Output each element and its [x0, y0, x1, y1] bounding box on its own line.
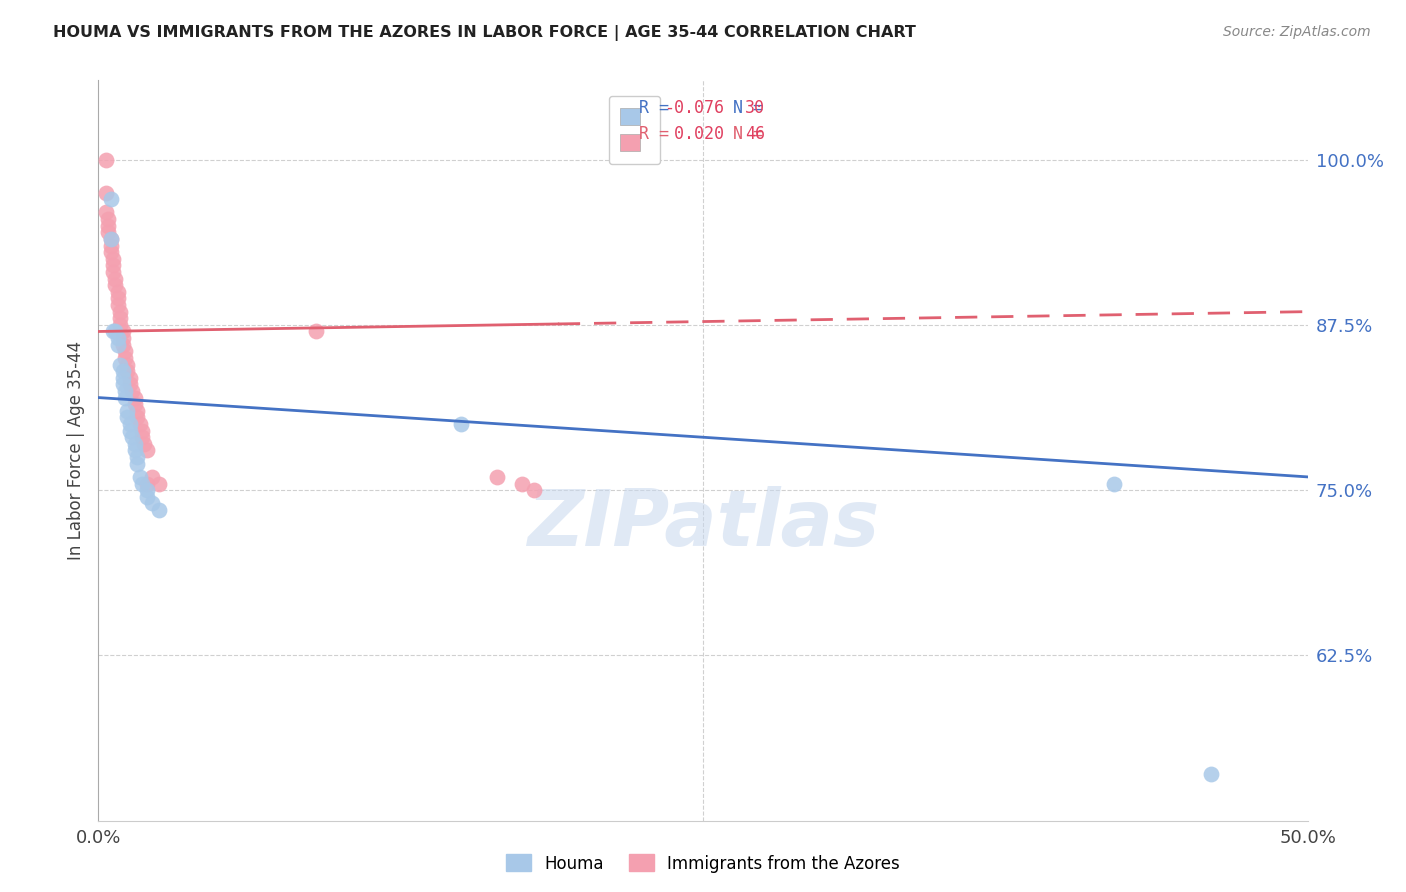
Point [104, 271, 127, 285]
Point [94, 153, 117, 167]
Point [114, 351, 136, 365]
Point [94, 205, 117, 219]
Point [127, 404, 149, 418]
Legend: Houma, Immigrants from the Azores: Houma, Immigrants from the Azores [499, 847, 907, 880]
Point [108, 318, 131, 332]
Point [100, 232, 122, 246]
Point [124, 397, 146, 411]
Legend: , : , [609, 96, 661, 164]
Point [1102, 476, 1125, 491]
Point [101, 252, 124, 266]
Point [121, 384, 143, 398]
Point [94, 186, 117, 200]
Point [118, 424, 141, 438]
Point [131, 424, 153, 438]
Text: HOUMA VS IMMIGRANTS FROM THE AZORES IN LABOR FORCE | AGE 35-44 CORRELATION CHART: HOUMA VS IMMIGRANTS FROM THE AZORES IN L… [53, 25, 917, 41]
Point [127, 457, 149, 471]
Point [101, 265, 124, 279]
Point [486, 470, 509, 484]
Point [117, 404, 139, 418]
Point [97, 219, 120, 233]
Point [305, 325, 328, 339]
Point [131, 476, 153, 491]
Point [117, 364, 139, 378]
Point [118, 417, 141, 431]
Text: R =: R = [638, 125, 679, 143]
Point [510, 476, 533, 491]
Point [141, 496, 163, 510]
Point [523, 483, 546, 497]
Text: ZIPatlas: ZIPatlas [527, 486, 879, 563]
Point [114, 344, 136, 359]
Point [124, 391, 146, 405]
Point [111, 331, 134, 345]
Point [107, 331, 129, 345]
Point [97, 212, 120, 227]
Text: 46: 46 [745, 125, 765, 143]
Text: N =: N = [713, 125, 773, 143]
Point [107, 298, 129, 312]
Point [104, 278, 127, 293]
Point [121, 430, 143, 444]
Text: Source: ZipAtlas.com: Source: ZipAtlas.com [1223, 25, 1371, 39]
Point [135, 483, 157, 497]
Point [1199, 767, 1222, 781]
Point [97, 225, 120, 239]
Point [135, 443, 157, 458]
Point [111, 325, 134, 339]
Point [128, 417, 150, 431]
Text: 0.020: 0.020 [664, 125, 724, 143]
Point [107, 285, 129, 299]
Point [124, 443, 146, 458]
Point [100, 192, 122, 206]
Point [100, 232, 122, 246]
Point [104, 325, 127, 339]
Point [114, 391, 136, 405]
Point [134, 437, 156, 451]
Point [107, 292, 129, 306]
Point [148, 503, 170, 517]
Point [127, 410, 149, 425]
Point [100, 238, 122, 252]
Point [108, 358, 131, 372]
Text: 30: 30 [745, 99, 765, 118]
Point [111, 364, 134, 378]
Text: N =: N = [713, 99, 773, 118]
Point [118, 377, 141, 392]
Point [101, 325, 124, 339]
Point [128, 470, 150, 484]
Point [108, 311, 131, 326]
Point [117, 358, 139, 372]
Point [101, 259, 124, 273]
Point [131, 430, 153, 444]
Point [450, 417, 472, 431]
Point [118, 370, 141, 384]
Point [100, 245, 122, 260]
Point [127, 450, 149, 464]
Point [111, 337, 134, 351]
Point [108, 304, 131, 318]
Point [107, 337, 129, 351]
Y-axis label: In Labor Force | Age 35-44: In Labor Force | Age 35-44 [66, 341, 84, 560]
Point [135, 476, 157, 491]
Text: -0.076: -0.076 [664, 99, 724, 118]
Text: R =: R = [638, 99, 679, 118]
Point [124, 437, 146, 451]
Point [114, 384, 136, 398]
Point [117, 410, 139, 425]
Point [148, 476, 170, 491]
Point [111, 377, 134, 392]
Point [141, 470, 163, 484]
Point [135, 490, 157, 504]
Point [111, 370, 134, 384]
